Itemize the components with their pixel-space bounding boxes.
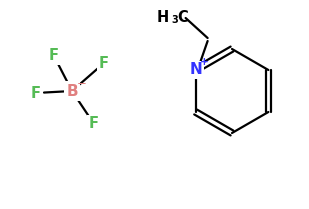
Text: F: F bbox=[99, 56, 109, 70]
Text: B: B bbox=[66, 84, 78, 98]
Text: −: − bbox=[77, 78, 87, 90]
Text: C: C bbox=[178, 9, 188, 24]
Text: F: F bbox=[49, 48, 59, 64]
Text: F: F bbox=[31, 85, 41, 101]
Text: F: F bbox=[89, 116, 99, 131]
Text: N: N bbox=[189, 62, 202, 78]
Text: +: + bbox=[200, 57, 209, 67]
Text: H: H bbox=[156, 9, 169, 24]
Text: 3: 3 bbox=[171, 15, 178, 25]
